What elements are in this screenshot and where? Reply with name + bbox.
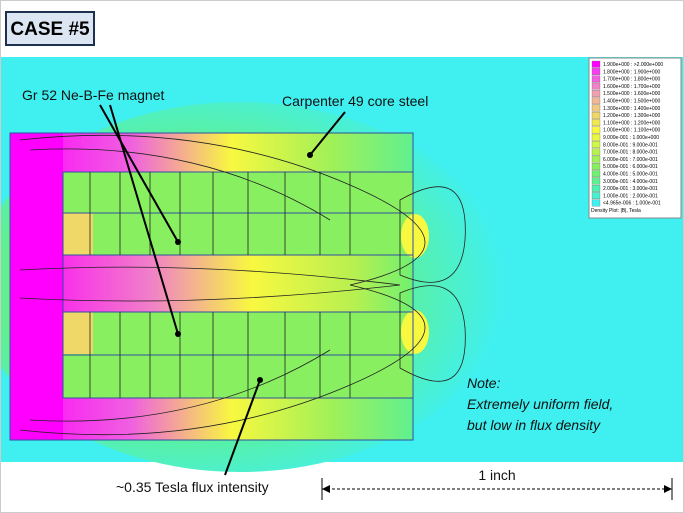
legend-swatch (591, 111, 601, 119)
legend-box (588, 57, 682, 219)
arrow-dot (307, 152, 313, 158)
title: CASE #5 (10, 19, 90, 40)
arrow (224, 379, 261, 476)
legend-swatch (591, 184, 601, 192)
legend-label: 6.000e-001 : 7.000e-001 (603, 157, 658, 163)
contours (19, 134, 466, 436)
legend-swatch (591, 90, 601, 97)
legend-swatch (591, 133, 601, 141)
scale-label: 1 inch (478, 467, 515, 483)
left-magnet (10, 133, 63, 440)
upper-arm-end (63, 213, 93, 255)
arrow (309, 111, 346, 156)
legend-label: 1.900e+000 : >2.000e+000 (603, 62, 663, 68)
legend-label: 1.700e+000 : 1.800e+000 (603, 77, 660, 83)
center-gap (10, 255, 413, 312)
arrow (109, 104, 179, 335)
note-line: Extremely uniform field, (467, 396, 613, 412)
arrow-dot (175, 331, 181, 337)
legend-label: 1.200e+000 : 1.300e+000 (603, 113, 660, 119)
legend-label: 1.600e+000 : 1.700e+000 (603, 84, 660, 90)
legend-swatch (591, 75, 601, 83)
legend-label: 1.400e+000 : 1.500e+000 (603, 99, 660, 105)
core-label: Carpenter 49 core steel (282, 93, 428, 109)
legend-swatch (591, 119, 601, 127)
pole-upper (401, 214, 429, 258)
flux-label: ~0.35 Tesla flux intensity (116, 479, 269, 495)
top-bar (10, 133, 413, 172)
legend-swatch (591, 170, 601, 178)
note-title: Note: (467, 375, 501, 391)
legend-label: 4.000e-001 : 5.000e-001 (603, 172, 658, 178)
note-line: but low in flux density (467, 417, 601, 433)
legend-label: 7.000e-001 : 8.000e-001 (603, 150, 658, 156)
legend-label: 1.500e+000 : 1.600e+000 (603, 91, 660, 97)
arrow-dot (257, 377, 263, 383)
legend-swatch (591, 60, 601, 68)
scale-bar (321, 478, 673, 500)
arrow (99, 104, 179, 243)
legend-label: 5.000e-001 : 6.000e-001 (603, 164, 658, 170)
bottom-bar (10, 398, 413, 440)
legend-swatch (591, 82, 601, 90)
lower-arm-end (63, 312, 93, 354)
magnet-label: Gr 52 Ne-B-Fe magnet (22, 87, 164, 103)
legend-label: 1.300e+000 : 1.400e+000 (603, 106, 660, 112)
title-box (5, 11, 95, 46)
legend-swatch (591, 177, 601, 185)
legend-swatch (591, 141, 601, 148)
legend-label: 3.000e-001 : 4.000e-001 (603, 179, 658, 185)
legend-label: 2.000e-001 : 3.000e-001 (603, 186, 658, 192)
pole-lower (401, 310, 429, 354)
legend-swatch (591, 163, 601, 170)
legend-swatch (591, 199, 601, 207)
legend-label: <4.965e-006 : 1.000e-001 (603, 201, 661, 207)
legend-caption: Density Plot: |B|, Tesla (591, 208, 641, 214)
legend-label: 1.000e+000 : 1.100e+000 (603, 128, 660, 134)
legend-swatch (591, 104, 601, 112)
geometry (9, 132, 414, 441)
legend-swatch (591, 155, 601, 163)
legend-label: 8.000e-001 : 9.000e-001 (603, 142, 658, 148)
legend-swatch (591, 126, 601, 134)
legend-label: 1.800e+000 : 1.900e+000 (603, 69, 660, 75)
legend-swatch (591, 192, 601, 200)
legend-swatch (591, 148, 601, 156)
legend-label: 1.100e+000 : 1.200e+000 (603, 120, 660, 126)
legend-label: 9.000e-001 : 1.000e+000 (603, 135, 659, 141)
legend-label: 1.000e-001 : 2.000e-001 (603, 193, 658, 199)
arrow-dot (175, 239, 181, 245)
legend-swatch (591, 97, 601, 105)
legend-swatch (591, 68, 601, 75)
